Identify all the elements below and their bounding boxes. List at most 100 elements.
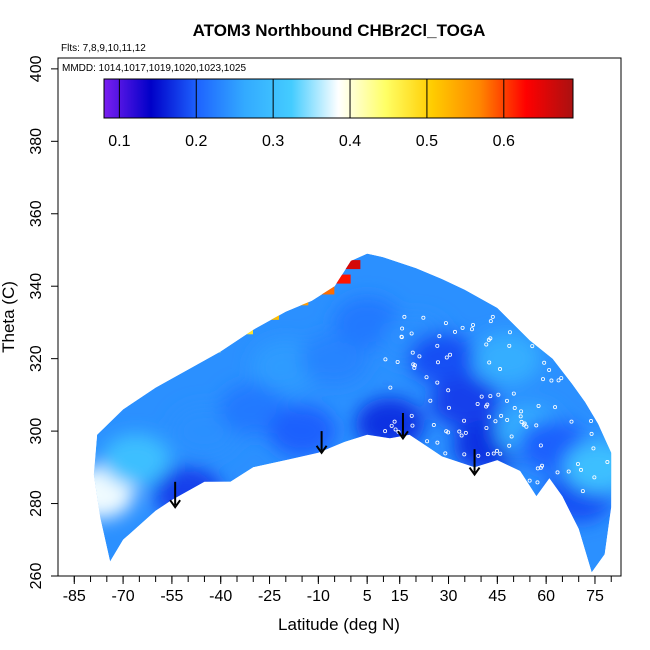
x-tick-label: -25: [258, 588, 281, 605]
sample-point: [412, 363, 417, 368]
sample-point: [519, 409, 524, 414]
sample-point: [589, 419, 594, 424]
sample-point: [535, 480, 540, 485]
sample-point: [507, 343, 512, 348]
colorbar-tick-label: 0.2: [185, 133, 207, 150]
sample-point: [491, 451, 496, 456]
y-tick-label: 260: [28, 563, 45, 590]
sample-point: [443, 451, 448, 456]
sample-point: [591, 446, 596, 451]
y-tick-label: 340: [28, 273, 45, 300]
field-cell: [473, 332, 542, 385]
sample-point: [462, 452, 467, 457]
sample-point: [409, 331, 414, 336]
sample-point: [535, 466, 540, 471]
sample-point: [530, 344, 535, 349]
sample-point: [435, 343, 440, 348]
x-tick-label: 30: [440, 588, 458, 605]
arrow-head: [315, 445, 328, 455]
sample-point: [495, 448, 500, 453]
flights-label: Flts: 7,8,9,10,11,12: [61, 43, 146, 54]
sample-point: [540, 463, 545, 468]
y-axis: 260 280 300 320 340 360 380 400: [28, 55, 58, 589]
sample-point: [425, 439, 430, 444]
arrow-head: [169, 499, 181, 509]
sample-point: [605, 460, 610, 465]
sample-point: [592, 475, 597, 480]
sample-point: [392, 419, 397, 424]
sample-point: [383, 357, 388, 362]
x-tick-label: -55: [160, 588, 183, 605]
sample-point: [553, 405, 558, 410]
sample-point: [507, 330, 512, 335]
plot-frame: [57, 57, 622, 577]
sample-point: [400, 326, 405, 331]
sample-point: [383, 429, 388, 434]
sample-point: [490, 314, 495, 319]
sample-point: [519, 419, 524, 424]
x-tick-label: 60: [537, 588, 555, 605]
x-tick-label: -40: [209, 588, 232, 605]
sample-point: [499, 413, 504, 418]
sample-point: [488, 394, 493, 399]
sample-point: [536, 403, 541, 408]
field-base: [93, 253, 612, 573]
sample-point: [569, 419, 574, 424]
high-band-cell: [334, 260, 361, 270]
sample-point: [417, 354, 422, 359]
high-band-cell: [226, 325, 253, 335]
colorbar-tick-label: 0.5: [416, 133, 438, 150]
sample-point: [566, 469, 571, 474]
high-band-cell: [324, 274, 351, 284]
sample-point: [579, 467, 584, 472]
high-band-cell: [253, 310, 280, 320]
sample-point: [556, 378, 561, 383]
sample-point: [421, 315, 426, 320]
colorbar: 0.1 0.2 0.3 0.4 0.5 0.6: [103, 78, 574, 150]
colorbar-tick-label: 0.1: [108, 133, 130, 150]
sample-point: [389, 423, 394, 428]
sample-point: [498, 367, 503, 372]
field-cell: [102, 434, 171, 487]
sample-point: [484, 342, 489, 347]
field: [93, 253, 612, 573]
sample-point: [487, 360, 492, 365]
field-cell: [300, 332, 369, 385]
sample-point: [435, 380, 440, 385]
sample-point: [504, 398, 509, 403]
sample-point: [409, 413, 414, 418]
field-cell: [268, 405, 337, 458]
sample-point: [435, 440, 440, 445]
sample-point: [479, 394, 484, 399]
sample-point: [410, 423, 415, 428]
dates-label: MMDD: 1014,1017,1019,1020,1023,1025: [62, 63, 246, 74]
colorbar-tick-label: 0.4: [339, 133, 361, 150]
field-cell: [430, 376, 499, 429]
sample-point: [486, 337, 491, 342]
y-tick-label: 380: [28, 128, 45, 155]
sample-points: [383, 314, 610, 494]
high-band-cell: [308, 285, 335, 295]
sample-point: [505, 417, 510, 422]
sample-point: [521, 422, 526, 427]
y-tick-label: 360: [28, 200, 45, 227]
sample-point: [393, 427, 398, 432]
sample-point: [518, 414, 523, 419]
sample-point: [509, 434, 514, 439]
sample-point: [469, 327, 474, 332]
sample-point: [498, 451, 503, 456]
sample-point: [428, 398, 433, 403]
sample-point: [443, 321, 448, 326]
arrow-head: [468, 466, 481, 477]
sample-point: [410, 350, 415, 355]
x-axis-label: Latitude (deg N): [278, 615, 400, 634]
sample-point: [538, 443, 543, 448]
sample-point: [459, 433, 464, 438]
field-cell: [355, 397, 424, 450]
sample-point: [435, 360, 440, 365]
sample-point: [493, 419, 498, 424]
sample-point: [402, 314, 407, 319]
x-tick-label: -10: [307, 588, 330, 605]
arrows: [169, 412, 481, 509]
